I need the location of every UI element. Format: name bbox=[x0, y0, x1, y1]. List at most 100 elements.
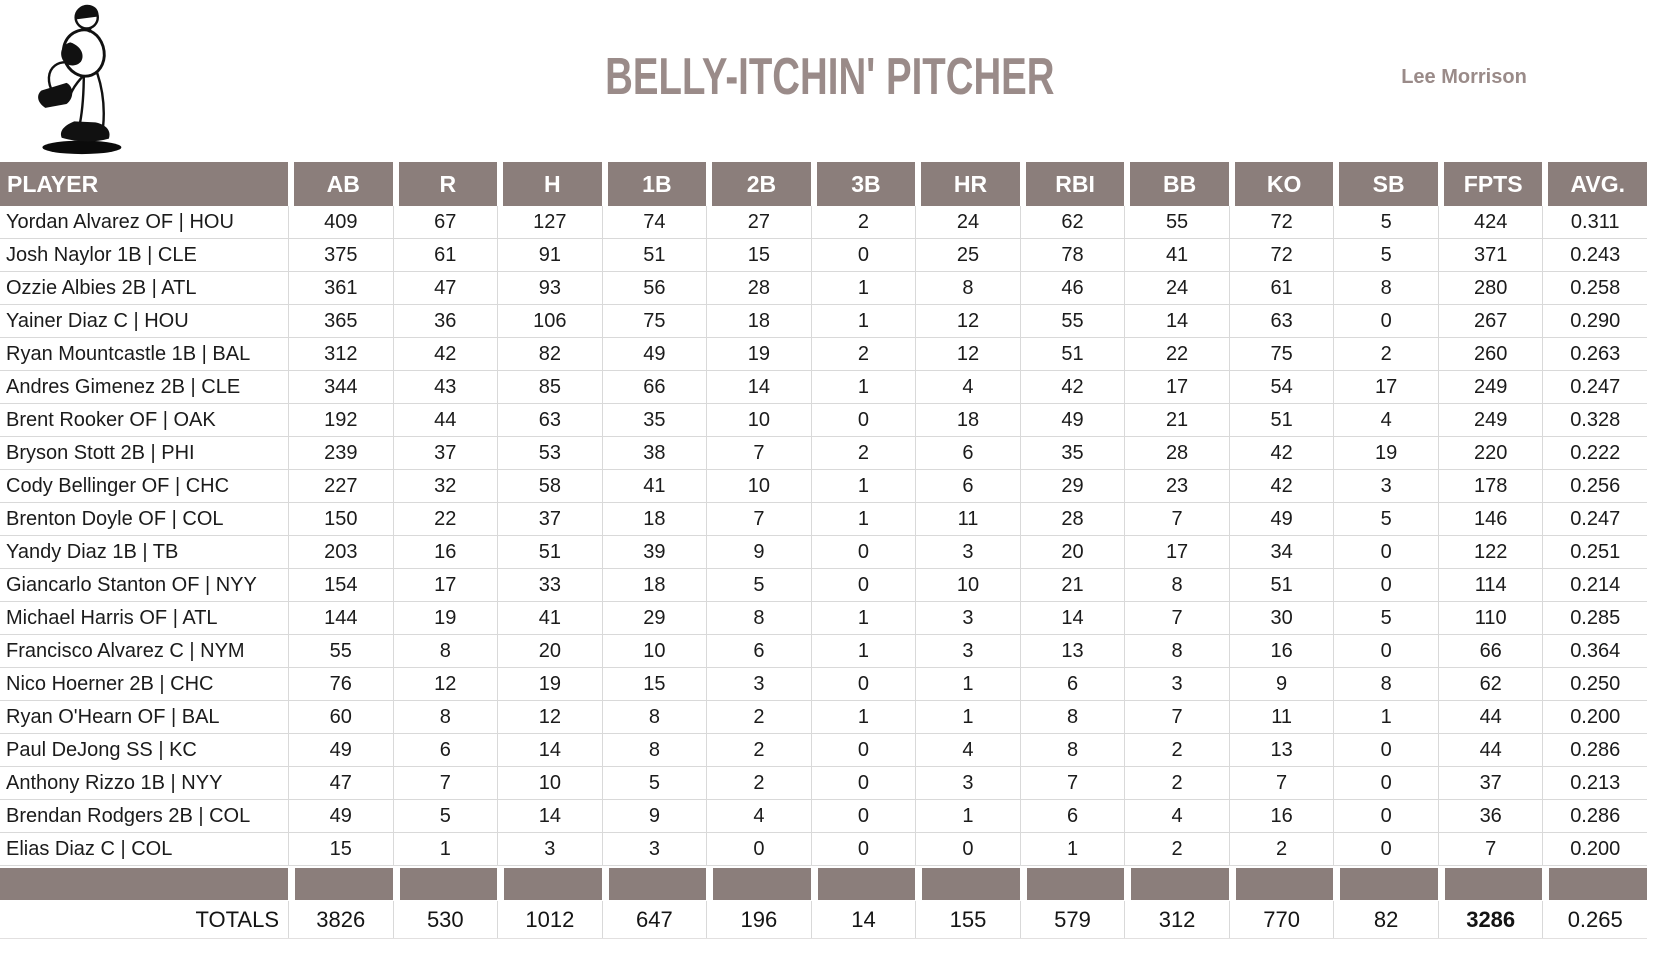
stat-cell-fpts[interactable]: 66 bbox=[1437, 635, 1543, 667]
stat-cell-sb[interactable]: 0 bbox=[1333, 800, 1438, 832]
stat-cell-hr[interactable]: 18 bbox=[915, 404, 1020, 436]
stat-cell-1b[interactable]: 8 bbox=[601, 734, 707, 766]
stat-cell-h[interactable]: 53 bbox=[497, 437, 602, 469]
stat-cell-hr[interactable]: 1 bbox=[915, 668, 1020, 700]
stat-cell-ko[interactable]: 54 bbox=[1228, 371, 1334, 403]
column-header-ko[interactable]: KO bbox=[1228, 162, 1334, 206]
stat-cell-hr[interactable]: 11 bbox=[915, 503, 1020, 535]
stat-cell-avg[interactable]: 0.285 bbox=[1542, 602, 1647, 634]
stat-cell-3b[interactable]: 0 bbox=[810, 569, 916, 601]
stat-cell-3b[interactable]: 1 bbox=[810, 701, 916, 733]
stat-cell-rbi[interactable]: 55 bbox=[1019, 305, 1125, 337]
stat-cell-ko[interactable]: 34 bbox=[1228, 536, 1334, 568]
stat-cell-avg[interactable]: 0.328 bbox=[1542, 404, 1647, 436]
stat-cell-fpts[interactable]: 7 bbox=[1437, 833, 1543, 865]
stat-cell-1b[interactable]: 38 bbox=[601, 437, 707, 469]
stat-cell-fpts[interactable]: 44 bbox=[1437, 701, 1543, 733]
stat-cell-ko[interactable]: 2 bbox=[1228, 833, 1334, 865]
stat-cell-sb[interactable]: 0 bbox=[1333, 536, 1438, 568]
stat-cell-ko[interactable]: 72 bbox=[1228, 206, 1334, 238]
stat-cell-r[interactable]: 16 bbox=[392, 536, 498, 568]
stat-cell-fpts[interactable]: 62 bbox=[1437, 668, 1543, 700]
stat-cell-avg[interactable]: 0.256 bbox=[1542, 470, 1647, 502]
player-name-cell[interactable]: Yandy Diaz 1B | TB bbox=[6, 540, 179, 563]
stat-cell-h[interactable]: 14 bbox=[497, 800, 602, 832]
stat-cell-2b[interactable]: 19 bbox=[706, 338, 811, 370]
stat-cell-3b[interactable]: 2 bbox=[810, 206, 916, 238]
total-cell-h[interactable]: 1012 bbox=[497, 901, 602, 938]
stat-cell-bb[interactable]: 8 bbox=[1124, 635, 1229, 667]
stat-cell-hr[interactable]: 3 bbox=[915, 767, 1020, 799]
stat-cell-fpts[interactable]: 267 bbox=[1437, 305, 1543, 337]
stat-cell-ko[interactable]: 51 bbox=[1228, 569, 1334, 601]
stat-cell-2b[interactable]: 2 bbox=[706, 767, 811, 799]
stat-cell-bb[interactable]: 2 bbox=[1124, 767, 1229, 799]
total-cell-3b[interactable]: 14 bbox=[810, 901, 916, 938]
column-header-hr[interactable]: HR bbox=[915, 162, 1020, 206]
stat-cell-ab[interactable]: 49 bbox=[288, 734, 393, 766]
player-name-cell[interactable]: Yordan Alvarez OF | HOU bbox=[6, 210, 234, 233]
stat-cell-ko[interactable]: 30 bbox=[1228, 602, 1334, 634]
stat-cell-r[interactable]: 43 bbox=[392, 371, 498, 403]
stat-cell-rbi[interactable]: 49 bbox=[1019, 404, 1125, 436]
stat-cell-1b[interactable]: 41 bbox=[601, 470, 707, 502]
stat-cell-hr[interactable]: 12 bbox=[915, 305, 1020, 337]
stat-cell-ab[interactable]: 409 bbox=[288, 206, 393, 238]
stat-cell-h[interactable]: 33 bbox=[497, 569, 602, 601]
stat-cell-ko[interactable]: 61 bbox=[1228, 272, 1334, 304]
stat-cell-avg[interactable]: 0.200 bbox=[1542, 701, 1647, 733]
stat-cell-avg[interactable]: 0.258 bbox=[1542, 272, 1647, 304]
total-cell-sb[interactable]: 82 bbox=[1333, 901, 1438, 938]
stat-cell-bb[interactable]: 8 bbox=[1124, 569, 1229, 601]
stat-cell-r[interactable]: 44 bbox=[392, 404, 498, 436]
stat-cell-r[interactable]: 1 bbox=[392, 833, 498, 865]
stat-cell-3b[interactable]: 1 bbox=[810, 635, 916, 667]
stat-cell-ko[interactable]: 11 bbox=[1228, 701, 1334, 733]
player-name-cell[interactable]: Elias Diaz C | COL bbox=[6, 837, 173, 860]
stat-cell-avg[interactable]: 0.286 bbox=[1542, 800, 1647, 832]
stat-cell-2b[interactable]: 7 bbox=[706, 503, 811, 535]
total-cell-r[interactable]: 530 bbox=[392, 901, 498, 938]
stat-cell-h[interactable]: 82 bbox=[497, 338, 602, 370]
stat-cell-2b[interactable]: 9 bbox=[706, 536, 811, 568]
stat-cell-fpts[interactable]: 44 bbox=[1437, 734, 1543, 766]
stat-cell-h[interactable]: 3 bbox=[497, 833, 602, 865]
total-cell-avg[interactable]: 0.265 bbox=[1542, 901, 1647, 938]
stat-cell-ko[interactable]: 13 bbox=[1228, 734, 1334, 766]
stat-cell-3b[interactable]: 0 bbox=[810, 800, 916, 832]
player-name-cell[interactable]: Brent Rooker OF | OAK bbox=[6, 408, 216, 431]
player-name-cell[interactable]: Anthony Rizzo 1B | NYY bbox=[6, 771, 223, 794]
stat-cell-2b[interactable]: 0 bbox=[706, 833, 811, 865]
stat-cell-fpts[interactable]: 36 bbox=[1437, 800, 1543, 832]
stat-cell-2b[interactable]: 4 bbox=[706, 800, 811, 832]
total-cell-2b[interactable]: 196 bbox=[706, 901, 811, 938]
stat-cell-fpts[interactable]: 249 bbox=[1437, 404, 1543, 436]
stat-cell-sb[interactable]: 3 bbox=[1333, 470, 1438, 502]
stat-cell-sb[interactable]: 0 bbox=[1333, 569, 1438, 601]
player-name-cell[interactable]: Francisco Alvarez C | NYM bbox=[6, 639, 245, 662]
stat-cell-bb[interactable]: 3 bbox=[1124, 668, 1229, 700]
stat-cell-r[interactable]: 19 bbox=[392, 602, 498, 634]
stat-cell-bb[interactable]: 7 bbox=[1124, 503, 1229, 535]
stat-cell-ab[interactable]: 312 bbox=[288, 338, 393, 370]
stat-cell-h[interactable]: 91 bbox=[497, 239, 602, 271]
player-name-cell[interactable]: Ryan O'Hearn OF | BAL bbox=[6, 705, 220, 728]
stat-cell-sb[interactable]: 8 bbox=[1333, 272, 1438, 304]
stat-cell-fpts[interactable]: 371 bbox=[1437, 239, 1543, 271]
stat-cell-hr[interactable]: 12 bbox=[915, 338, 1020, 370]
column-header-rbi[interactable]: RBI bbox=[1019, 162, 1125, 206]
stat-cell-ko[interactable]: 16 bbox=[1228, 635, 1334, 667]
stat-cell-bb[interactable]: 41 bbox=[1124, 239, 1229, 271]
stat-cell-avg[interactable]: 0.222 bbox=[1542, 437, 1647, 469]
stat-cell-3b[interactable]: 0 bbox=[810, 536, 916, 568]
stat-cell-h[interactable]: 63 bbox=[497, 404, 602, 436]
stat-cell-hr[interactable]: 4 bbox=[915, 371, 1020, 403]
stat-cell-3b[interactable]: 0 bbox=[810, 239, 916, 271]
stat-cell-h[interactable]: 127 bbox=[497, 206, 602, 238]
total-cell-fpts[interactable]: 3286 bbox=[1437, 901, 1543, 938]
total-cell-hr[interactable]: 155 bbox=[915, 901, 1020, 938]
stat-cell-1b[interactable]: 75 bbox=[601, 305, 707, 337]
stat-cell-avg[interactable]: 0.213 bbox=[1542, 767, 1647, 799]
stat-cell-1b[interactable]: 18 bbox=[601, 569, 707, 601]
stat-cell-rbi[interactable]: 1 bbox=[1019, 833, 1125, 865]
